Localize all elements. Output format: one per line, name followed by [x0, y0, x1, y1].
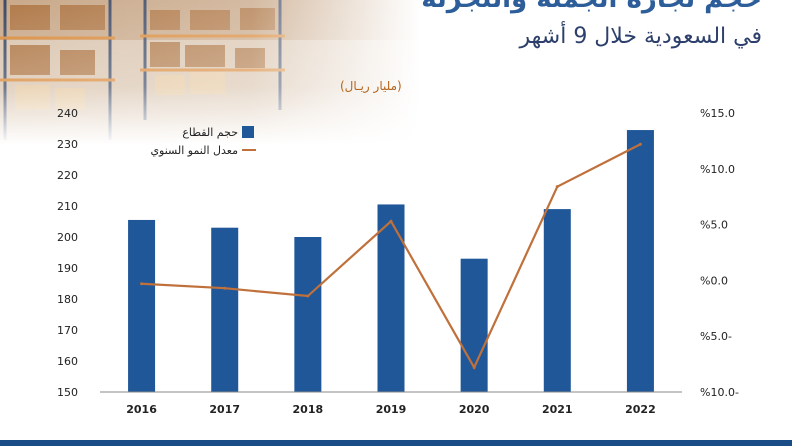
line-point	[472, 365, 476, 369]
bar	[211, 227, 239, 392]
left-axis: 150 160 170 180 190 200 210 220 230 240	[57, 107, 78, 399]
line-point	[638, 142, 642, 146]
right-tick-label: %5.0	[700, 219, 728, 232]
legend-label-bar: حجم القطاع	[182, 126, 238, 139]
line-series	[140, 142, 642, 370]
right-axis: %10.0- %5.0- %0.0 %5.0 %10.0 %15.0	[700, 107, 739, 399]
chart-subtitle: في السعودية خلال 9 أشهر	[519, 24, 762, 49]
bar-series	[128, 130, 654, 393]
x-tick-label: 2019	[376, 403, 407, 416]
right-tick-label: %0.0	[700, 274, 728, 287]
x-axis: 2016 2017 2018 2019 2020 2021 2022	[126, 403, 655, 416]
left-tick-label: 150	[57, 386, 78, 399]
legend-label-line: معدل النمو السنوي	[150, 144, 238, 157]
line-point	[389, 219, 393, 223]
legend: حجم القطاع معدل النمو السنوي	[150, 126, 256, 157]
right-tick-label: %10.0	[700, 163, 735, 176]
left-tick-label: 170	[57, 324, 78, 337]
line-point	[306, 294, 310, 298]
bar	[543, 209, 571, 392]
right-tick-label: %15.0	[700, 107, 735, 120]
right-tick-label: %10.0-	[700, 386, 739, 399]
x-tick-label: 2020	[459, 403, 490, 416]
x-tick-label: 2017	[209, 403, 240, 416]
left-tick-label: 190	[57, 262, 78, 275]
x-tick-label: 2021	[542, 403, 573, 416]
x-tick-label: 2016	[126, 403, 157, 416]
unit-label: (مليار ريـال)	[340, 79, 402, 93]
x-tick-label: 2018	[293, 403, 324, 416]
left-tick-label: 210	[57, 200, 78, 213]
bar	[128, 219, 156, 392]
left-tick-label: 180	[57, 293, 78, 306]
right-tick-label: %5.0-	[700, 330, 732, 343]
footer-bar	[0, 440, 792, 446]
left-tick-label: 200	[57, 231, 78, 244]
warehouse-photo	[0, 0, 420, 145]
line-point	[140, 282, 144, 286]
legend-swatch-bar	[242, 126, 254, 138]
line-point	[555, 185, 559, 189]
left-tick-label: 240	[57, 107, 78, 120]
bar	[626, 130, 654, 393]
line-point	[223, 286, 227, 290]
bar	[294, 237, 322, 392]
bar	[377, 204, 405, 392]
left-tick-label: 230	[57, 138, 78, 151]
title-area: حجم تجارة الجملة والتجزئة في السعودية خل…	[382, 0, 762, 70]
left-tick-label: 160	[57, 355, 78, 368]
x-tick-label: 2022	[625, 403, 656, 416]
bar	[460, 258, 488, 392]
left-tick-label: 220	[57, 169, 78, 182]
chart-title: حجم تجارة الجملة والتجزئة	[421, 0, 762, 14]
